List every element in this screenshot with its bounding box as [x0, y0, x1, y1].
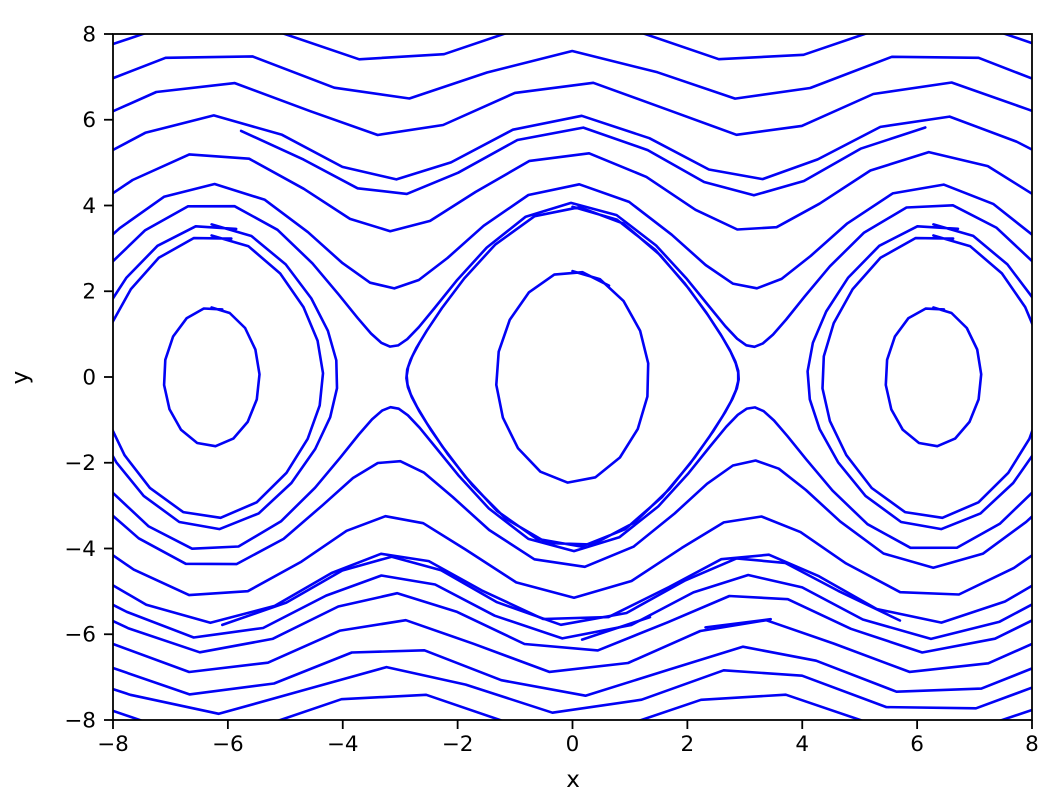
- trajectory-path: [113, 591, 1032, 654]
- trajectory-path: [162, 306, 261, 448]
- x-tick-label: −8: [97, 732, 129, 757]
- trajectory-path: [113, 552, 1032, 625]
- y-tick-label: 4: [82, 194, 96, 219]
- trajectory-path: [821, 234, 1032, 520]
- trajectory-path: [704, 617, 772, 629]
- x-tick-label: 0: [566, 732, 580, 757]
- trajectory-path: [221, 555, 902, 627]
- trajectory-path: [884, 306, 983, 448]
- trajectory-path: [113, 150, 1032, 233]
- trajectory-path: [580, 615, 652, 641]
- trajectory-path: [113, 49, 1032, 100]
- trajectory-path: [113, 645, 1032, 697]
- trajectory-path: [113, 514, 1032, 599]
- trajectory-path: [113, 665, 1032, 716]
- trajectory-path: [113, 182, 1032, 290]
- trajectory-path: [806, 223, 1032, 531]
- x-tick-label: 4: [795, 732, 809, 757]
- y-axis-label: y: [7, 370, 34, 385]
- y-tick-label: 2: [82, 280, 96, 305]
- trajectory-path: [113, 114, 1032, 181]
- tick-group: [104, 33, 1033, 729]
- trajectory-path: [495, 269, 650, 484]
- x-tick-label: −4: [327, 732, 359, 757]
- x-axis-label: x: [566, 767, 580, 793]
- x-tick-label: −6: [212, 732, 244, 757]
- trajectory-path: [405, 205, 740, 548]
- trajectory-path: [113, 693, 1032, 720]
- y-tick-label: −4: [64, 537, 96, 562]
- trajectory-path: [113, 573, 1032, 641]
- x-tick-label: 8: [1025, 732, 1039, 757]
- trajectory-path: [113, 405, 1032, 553]
- trajectory-path: [113, 223, 339, 531]
- tick-label-group: −8 −6 −4 −2 0 2 4 6 8 −8 −6 −4 −2 0 2 4 6 8: [64, 22, 1039, 757]
- x-tick-label: 2: [681, 732, 695, 757]
- trajectory-path: [113, 34, 1032, 61]
- y-tick-label: −6: [64, 623, 96, 648]
- y-tick-label: 6: [82, 108, 96, 133]
- y-tick-label: −8: [64, 708, 96, 733]
- x-tick-label: −2: [442, 732, 474, 757]
- trajectory-path: [113, 234, 325, 520]
- trajectory-path: [113, 201, 1032, 349]
- y-tick-label: 0: [82, 365, 96, 390]
- trajectory-path: [113, 81, 1032, 137]
- y-tick-label: −2: [64, 451, 96, 476]
- trajectory-group: [113, 34, 1032, 720]
- trajectory-path: [113, 459, 1032, 569]
- x-tick-label: 6: [910, 732, 924, 757]
- y-tick-label: 8: [82, 22, 96, 47]
- trajectory-path: [239, 126, 927, 197]
- trajectory-path: [113, 618, 1032, 674]
